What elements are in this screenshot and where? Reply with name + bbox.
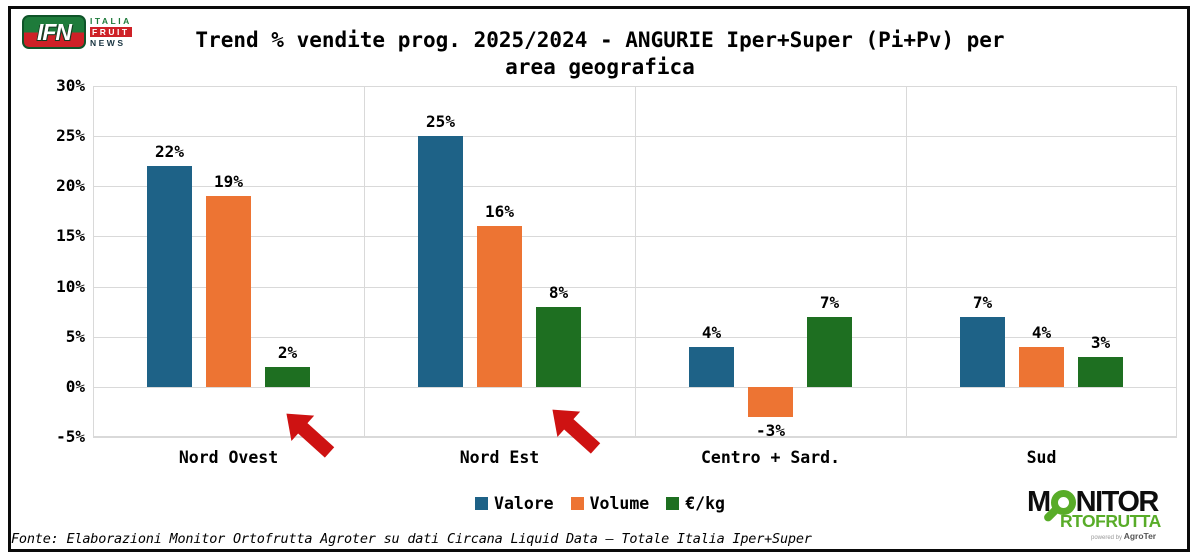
bar-valore-0 — [147, 166, 192, 387]
legend-item-valore: Valore — [475, 494, 554, 513]
panel-separator — [635, 86, 636, 437]
legend-swatch-icon — [666, 497, 680, 510]
legend-item-kg: €/kg — [666, 494, 725, 513]
ifn-logo: IFN ITALIA FRUIT NEWS — [22, 15, 132, 49]
monitor-logo-nitor: NITOR — [1075, 486, 1160, 518]
monitor-ortofrutta-logo: M NITOR RTOFRUTTA powered by AgroTer — [1027, 488, 1185, 542]
bar-value-label: 7% — [819, 292, 840, 312]
bar-volume-2 — [748, 386, 793, 417]
bar-value-label: 4% — [701, 322, 722, 342]
powered-by-text: powered by — [1091, 535, 1124, 541]
y-axis-tick: 0% — [65, 376, 85, 396]
chart-title-line2: area geografica — [505, 55, 695, 79]
x-axis-category: Nord Ovest — [178, 448, 279, 467]
y-axis-tick: 5% — [65, 326, 85, 346]
y-axis-tick: 10% — [56, 276, 85, 296]
source-note: Fonte: Elaborazioni Monitor Ortofrutta A… — [11, 531, 812, 547]
legend-item-volume: Volume — [570, 494, 650, 513]
panel-separator — [364, 86, 365, 437]
bar-value-label: 19% — [214, 172, 243, 192]
x-axis-category: Centro + Sard. — [700, 448, 841, 467]
y-axis-tick: -5% — [56, 427, 85, 446]
bar-value-label: 2% — [277, 342, 298, 362]
legend-swatch-icon — [475, 497, 489, 510]
legend-label: Volume — [589, 494, 650, 513]
panel-separator — [906, 86, 907, 437]
ifn-word-news: NEWS — [90, 38, 126, 48]
chart-title-line1: Trend % vendite prog. 2025/2024 - ANGURI… — [195, 28, 1005, 52]
bar-value-label: -3% — [756, 420, 785, 440]
ifn-word-italia: ITALIA — [90, 16, 132, 26]
bar-value-label: 4% — [1031, 322, 1052, 342]
bar-kg-2 — [807, 316, 852, 387]
bar-value-label: 16% — [485, 202, 514, 222]
legend-label: Valore — [494, 494, 554, 513]
monitor-logo-line2: RTOFRUTTA — [1060, 511, 1161, 531]
bar-volume-3 — [1019, 346, 1064, 387]
bar-volume-1 — [477, 226, 522, 387]
legend-swatch-icon — [570, 497, 584, 510]
bar-kg-0 — [265, 366, 310, 387]
chart-legend: Valore Volume €/kg — [0, 494, 1200, 513]
legend-label: €/kg — [685, 494, 725, 513]
bar-value-label: 7% — [972, 292, 993, 312]
ifn-acronym: IFN — [36, 18, 72, 45]
x-axis-category: Nord Est — [459, 448, 540, 467]
bar-value-label: 3% — [1090, 332, 1111, 352]
bar-value-label: 22% — [155, 142, 184, 162]
x-axis-category: Sud — [1026, 448, 1057, 467]
y-axis-tick: 25% — [56, 126, 85, 146]
ifn-logo-icon: IFN — [22, 15, 86, 49]
ifn-word-fruit: FRUIT — [90, 27, 132, 37]
magnifier-icon — [1050, 490, 1076, 515]
y-axis-tick: 30% — [56, 76, 85, 95]
bar-kg-3 — [1078, 356, 1123, 387]
bar-value-label: 25% — [426, 112, 455, 132]
bar-valore-1 — [418, 136, 463, 387]
gridline — [93, 437, 1177, 438]
monitor-logo-powered-by: powered by AgroTer — [1091, 531, 1185, 541]
monitor-logo-line1: M NITOR — [1027, 488, 1185, 517]
bar-volume-0 — [206, 196, 251, 387]
highlight-arrow-nord-est — [552, 409, 601, 454]
highlight-arrow-nord-ovest — [286, 413, 335, 458]
bar-valore-2 — [689, 346, 734, 387]
bar-valore-3 — [960, 316, 1005, 387]
agroter-brand: AgroTer — [1123, 531, 1157, 541]
y-axis-tick: 15% — [56, 226, 85, 246]
y-axis-tick: 20% — [56, 176, 85, 196]
ifn-logo-words: ITALIA FRUIT NEWS — [90, 15, 132, 49]
bar-value-label: 8% — [548, 282, 569, 302]
bar-kg-1 — [536, 306, 581, 387]
chart-title: Trend % vendite prog. 2025/2024 - ANGURI… — [60, 27, 1140, 81]
